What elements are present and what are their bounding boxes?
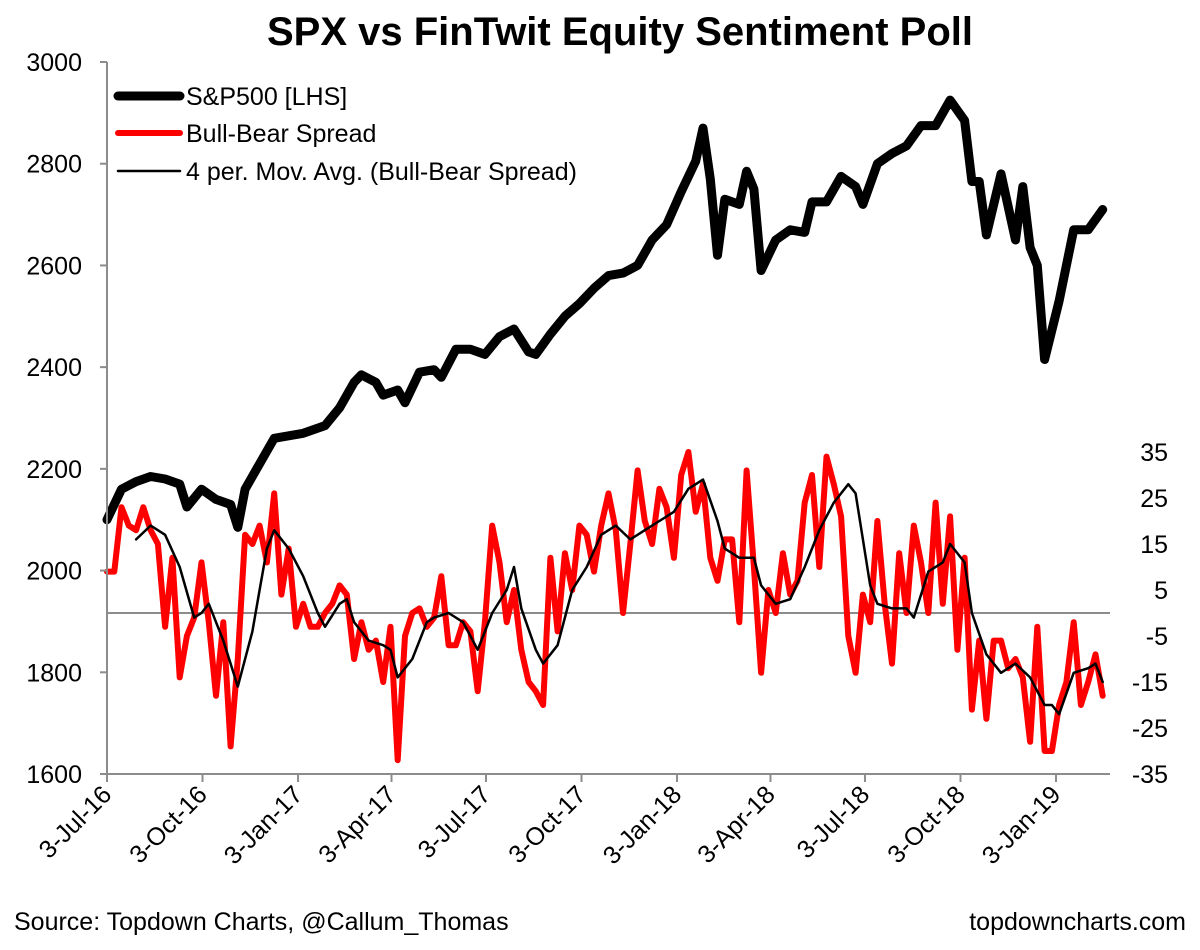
right-tick-label: -25 xyxy=(1132,715,1168,743)
left-tick-label: 2200 xyxy=(26,456,82,484)
x-tick-label: 3-Jul-17 xyxy=(413,780,497,864)
website-note: topdowncharts.com xyxy=(969,908,1186,936)
left-tick-label: 2400 xyxy=(26,354,82,382)
right-tick-label: 15 xyxy=(1140,531,1168,559)
legend-label-2: 4 per. Mov. Avg. (Bull-Bear Spread) xyxy=(186,158,577,186)
left-tick-label: 1800 xyxy=(26,659,82,687)
right-tick-label: -35 xyxy=(1132,761,1168,789)
x-tick-label: 3-Apr-17 xyxy=(313,780,402,869)
right-tick-label: 5 xyxy=(1154,577,1168,605)
x-tick-label: 3-Jul-18 xyxy=(792,780,876,864)
legend-label-1: Bull-Bear Spread xyxy=(186,120,376,148)
x-tick-label: 3-Apr-18 xyxy=(692,780,781,869)
legend: S&P500 [LHS] Bull-Bear Spread 4 per. Mov. … xyxy=(113,83,577,186)
right-tick-label: 35 xyxy=(1140,439,1168,467)
series-line-2 xyxy=(134,478,1104,716)
x-tick-label: 3-Jan-18 xyxy=(598,780,688,870)
left-tick-label: 1600 xyxy=(26,761,82,789)
source-note: Source: Topdown Charts, @Callum_Thomas xyxy=(14,908,509,936)
left-tick-label: 2800 xyxy=(26,151,82,179)
x-tick-label: 3-Oct-16 xyxy=(124,780,213,869)
x-tick-label: 3-Oct-17 xyxy=(503,780,592,869)
series-line-1 xyxy=(104,449,1106,764)
series-layer xyxy=(102,95,1108,764)
legend-label-0: S&P500 [LHS] xyxy=(186,83,347,111)
x-tick-label: 3-Oct-18 xyxy=(882,780,971,869)
series-line-0 xyxy=(102,95,1108,532)
left-tick-label: 2600 xyxy=(26,252,82,280)
right-tick-label: -15 xyxy=(1132,669,1168,697)
right-tick-label: -5 xyxy=(1146,623,1168,651)
chart-title: SPX vs FinTwit Equity Sentiment Poll xyxy=(266,10,973,54)
x-tick-label: 3-Jul-16 xyxy=(34,780,118,864)
x-tick-label: 3-Jan-17 xyxy=(219,780,309,870)
left-tick-label: 2000 xyxy=(26,558,82,586)
left-tick-label: 3000 xyxy=(26,49,82,77)
x-tick-label: 3-Jan-19 xyxy=(977,780,1067,870)
right-tick-label: 25 xyxy=(1140,485,1168,513)
